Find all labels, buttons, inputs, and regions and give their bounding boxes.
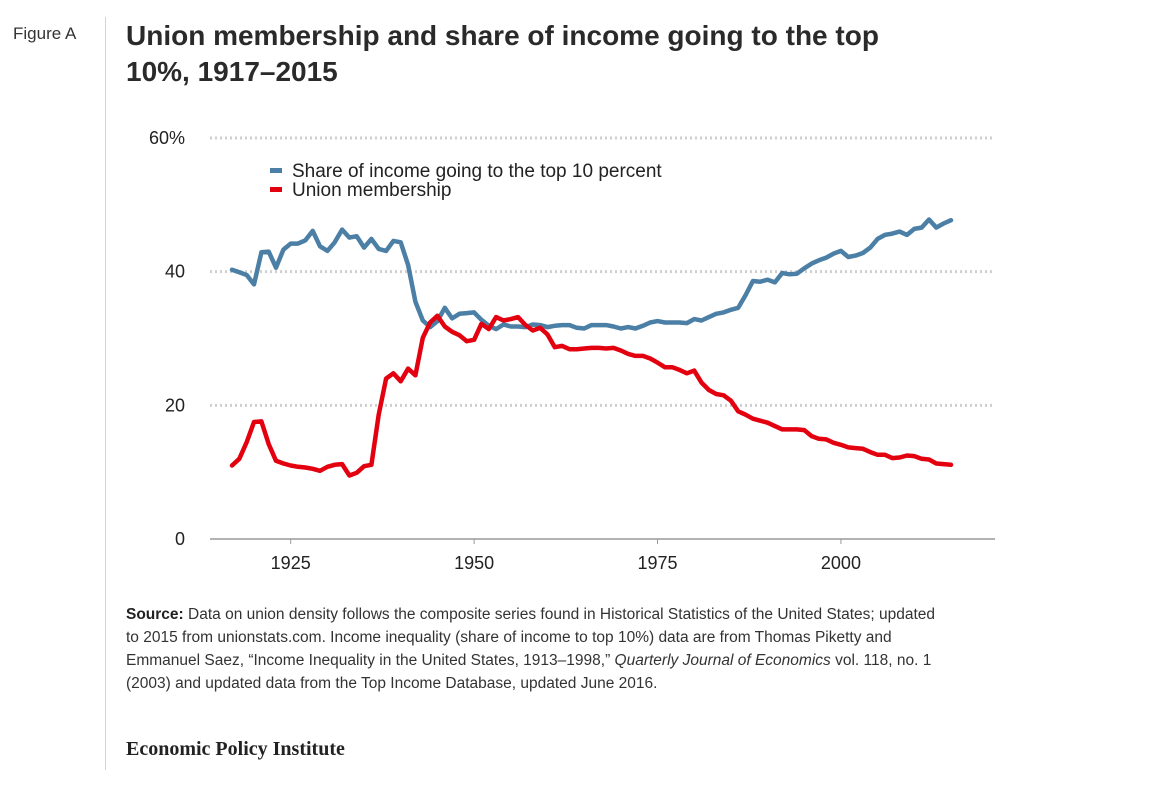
source-note: Source: Data on union density follows th…	[126, 603, 946, 695]
legend-swatch-0	[270, 168, 282, 173]
source-text-1: Data on union density follows the compos…	[126, 606, 936, 669]
y-tick-label-60: 60%	[149, 128, 185, 148]
chart-title: Union membership and share of income goi…	[126, 20, 879, 87]
x-tick-label-1950: 1950	[454, 553, 494, 573]
axes: 0 20 40 60% 1925 1950 1975 2000	[149, 128, 995, 573]
x-tick-label-2000: 2000	[821, 553, 861, 573]
x-tick-label-1925: 1925	[271, 553, 311, 573]
legend-label-1: Union membership	[292, 180, 451, 201]
legend: Share of income going to the top 10 perc…	[270, 161, 662, 201]
source-journal: Quarterly Journal of Economics	[614, 652, 831, 669]
vertical-divider	[105, 17, 106, 770]
legend-label-0: Share of income going to the top 10 perc…	[292, 161, 662, 182]
figure-label: Figure A	[13, 24, 77, 43]
organization-name: Economic Policy Institute	[126, 738, 345, 760]
source-text-2: vol. 118, no. 1 (2003) and updated data …	[126, 652, 932, 692]
y-tick-label-40: 40	[165, 262, 185, 282]
series-line-income-share	[229, 217, 954, 332]
x-tick-label-1975: 1975	[637, 553, 677, 573]
line-chart: 0 20 40 60% 1925 1950 1975 2000 Share of income…	[149, 128, 995, 573]
y-tick-label-0: 0	[175, 529, 185, 549]
y-tick-label-20: 20	[165, 395, 185, 415]
series-line-union-membership	[229, 313, 954, 478]
legend-swatch-1	[270, 187, 282, 192]
series-lines	[229, 217, 954, 478]
grid-lines	[210, 136, 995, 407]
source-label: Source:	[126, 606, 184, 623]
